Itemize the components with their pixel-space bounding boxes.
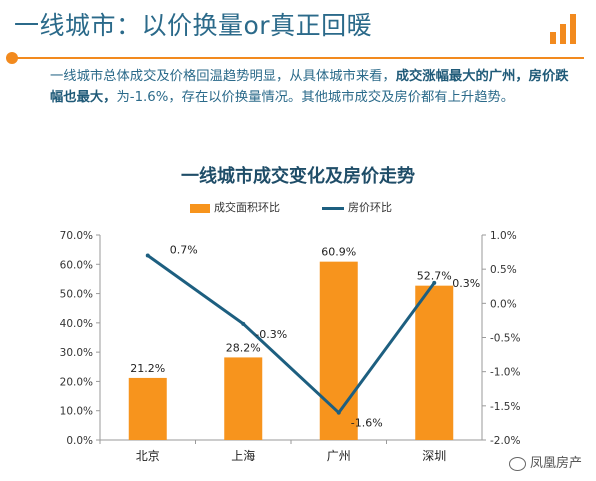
x-tick-label: 北京 bbox=[136, 449, 160, 463]
right-tick-label: -1.5% bbox=[490, 401, 520, 413]
chart-title: 一线城市成交变化及房价走势 bbox=[181, 166, 415, 187]
left-tick-label: 50.0% bbox=[60, 289, 93, 301]
legend-label-line: 房价环比 bbox=[348, 201, 392, 214]
right-tick-label: 1.0% bbox=[490, 230, 517, 242]
x-tick-label: 广州 bbox=[327, 449, 351, 463]
bar bbox=[415, 285, 454, 440]
left-tick-label: 20.0% bbox=[60, 376, 93, 388]
line-point bbox=[241, 321, 246, 326]
watermark-text: 凤凰房产 bbox=[529, 456, 582, 471]
bar bbox=[224, 357, 263, 440]
left-tick-label: 60.0% bbox=[60, 259, 93, 271]
intro-text-highlight: 成交涨幅最大的广州，房价跌幅也最大， bbox=[50, 69, 569, 105]
x-tick-label: 深圳 bbox=[422, 449, 446, 463]
line-data-label: 0.3% bbox=[452, 277, 480, 290]
left-tick-label: 0.0% bbox=[66, 435, 93, 447]
legend-swatch-bar bbox=[190, 203, 210, 213]
header: 一线城市：以价换量or真正回暖 bbox=[0, 0, 596, 58]
bar-data-label: 52.7% bbox=[417, 270, 452, 283]
left-tick-label: 70.0% bbox=[60, 230, 93, 242]
line-data-label: -1.6% bbox=[351, 417, 383, 430]
left-tick-label: 40.0% bbox=[60, 318, 93, 330]
wechat-icon bbox=[508, 456, 526, 471]
right-tick-label: 0.5% bbox=[490, 264, 517, 276]
line-data-label: -0.3% bbox=[255, 328, 287, 341]
legend-label-bar: 成交面积环比 bbox=[214, 201, 280, 214]
left-tick-label: 10.0% bbox=[60, 406, 93, 418]
intro-text-3: 为-1.6%，存在以价换量情况。其他城市成交及房价都有上升趋势。 bbox=[116, 90, 515, 105]
legend-item-line: 房价环比 bbox=[322, 199, 392, 215]
bar-data-label: 60.9% bbox=[321, 246, 356, 259]
line-data-label: 0.7% bbox=[170, 244, 198, 257]
bar bbox=[128, 377, 167, 440]
line-point bbox=[432, 280, 437, 285]
line-series bbox=[146, 254, 436, 415]
right-tick-label: -2.0% bbox=[490, 435, 520, 447]
right-tick-label: -0.5% bbox=[490, 333, 520, 345]
intro-text-1: 一线城市总体成交及价格回温趋势明显，从具体城市来看， bbox=[50, 69, 396, 84]
page-title: 一线城市：以价换量or真正回暖 bbox=[14, 11, 373, 40]
x-tick-label: 上海 bbox=[231, 448, 255, 463]
bar-data-label: 28.2% bbox=[226, 341, 261, 354]
line-point bbox=[336, 410, 341, 415]
left-tick-label: 30.0% bbox=[60, 347, 93, 359]
watermark: 凤凰房产 bbox=[508, 452, 582, 471]
intro-paragraph: 一线城市总体成交及价格回温趋势明显，从具体城市来看，成交涨幅最大的广州，房价跌幅… bbox=[50, 66, 570, 108]
header-divider bbox=[12, 57, 584, 59]
legend-item-bar: 成交面积环比 bbox=[190, 199, 280, 215]
bar-chart-icon bbox=[550, 14, 576, 44]
right-tick-label: -1.0% bbox=[490, 367, 520, 379]
bar-data-label: 21.2% bbox=[130, 362, 165, 375]
legend-swatch-line bbox=[322, 206, 344, 210]
line-point bbox=[145, 253, 150, 258]
right-tick-label: 0.0% bbox=[490, 298, 517, 310]
